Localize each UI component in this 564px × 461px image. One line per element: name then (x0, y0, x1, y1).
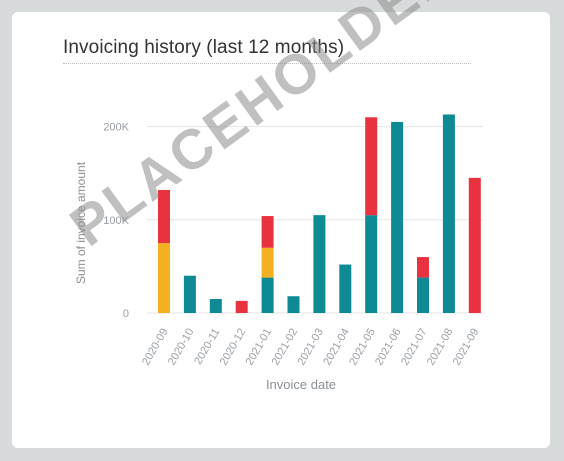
bar-segment (158, 243, 170, 313)
title-divider (63, 63, 471, 64)
bar-segment (417, 257, 429, 278)
y-tick-label: 100K (103, 215, 129, 227)
bar-segment (365, 215, 378, 313)
x-axis-title: Invoice date (266, 377, 336, 392)
bar-segment (417, 277, 429, 313)
bar-segment (261, 216, 274, 248)
bar-segment (365, 117, 378, 216)
y-tick-label: 0 (123, 308, 129, 320)
bar-segment (287, 296, 300, 313)
bar-segment (261, 247, 274, 278)
bar-segment (183, 275, 196, 313)
bar-segment (339, 264, 352, 313)
bar-segment (209, 299, 222, 313)
chart-title: Invoicing history (last 12 months) (63, 37, 345, 58)
bar-segment (313, 215, 326, 313)
chart-card (12, 12, 550, 448)
y-tick-label: 200K (103, 122, 129, 134)
y-axis-title: Sum of invoice amount (74, 161, 88, 284)
bar-segment (442, 114, 455, 313)
bar-segment (158, 189, 170, 244)
bar-segment (261, 277, 274, 313)
bar-segment (468, 177, 481, 313)
bar-segment (235, 300, 248, 313)
bar-segment (391, 121, 404, 313)
